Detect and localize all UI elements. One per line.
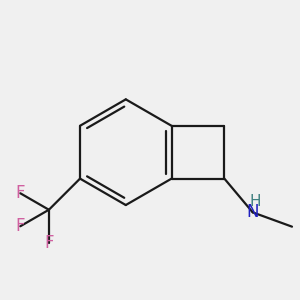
Text: F: F [44, 234, 54, 252]
Text: F: F [16, 184, 25, 202]
Text: F: F [16, 217, 25, 235]
Text: H: H [249, 194, 261, 209]
Text: N: N [246, 203, 259, 221]
